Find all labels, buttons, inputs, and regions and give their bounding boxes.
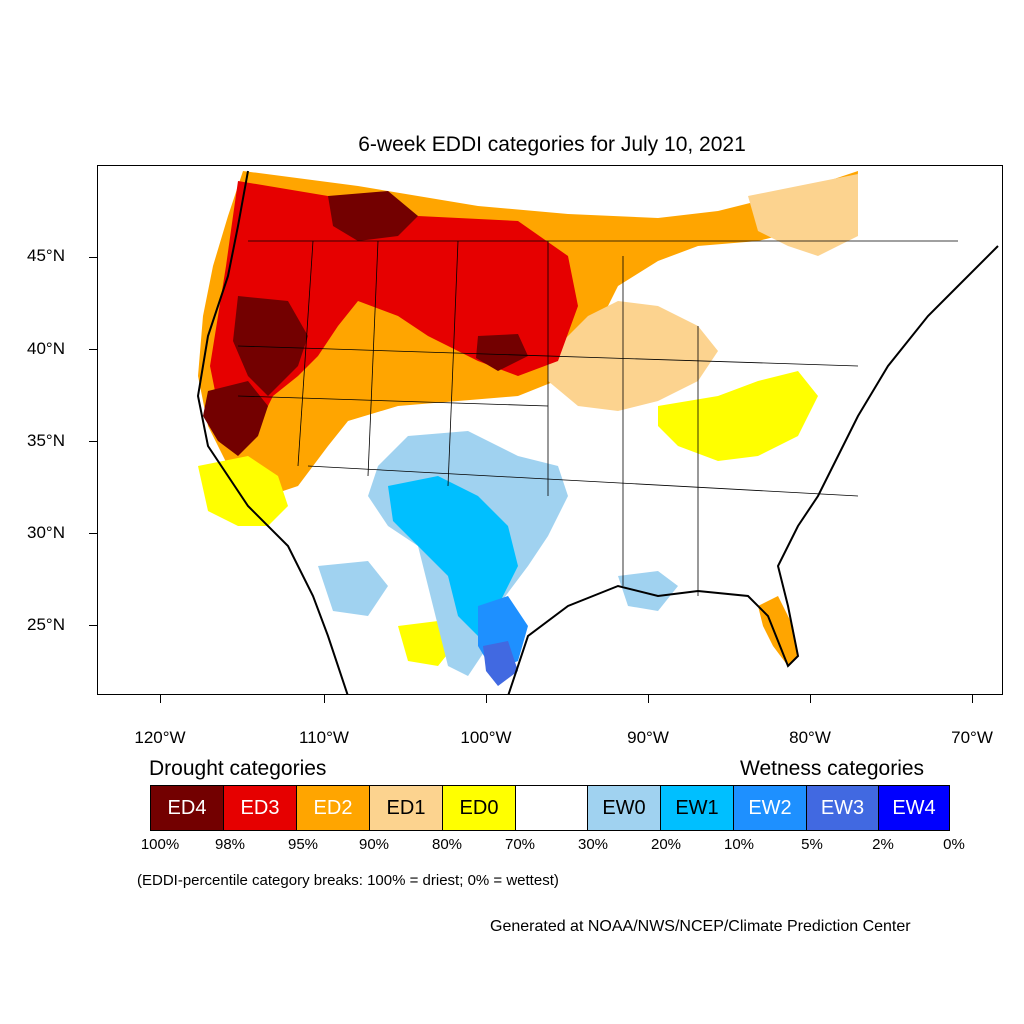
pct-break: 10% xyxy=(723,836,755,853)
eddi-map xyxy=(97,165,1003,695)
ew0-region-mexico-west xyxy=(318,561,388,616)
ed1-region-florida xyxy=(758,596,798,666)
lat-tick xyxy=(89,349,97,350)
legend-box-ew3: EW3 xyxy=(806,785,879,831)
legend-box-ed4: ED4 xyxy=(150,785,224,831)
ed1-region-northeast xyxy=(748,174,858,256)
ed4-region-dakota xyxy=(476,334,528,371)
lon-label-110: 110°W xyxy=(299,728,349,747)
legend-box-ew4: EW4 xyxy=(878,785,950,831)
lat-label-25: 25°N xyxy=(27,615,65,634)
ew1-region-texas xyxy=(388,476,518,636)
lat-tick xyxy=(89,257,97,258)
pct-break: 80% xyxy=(431,836,463,853)
pct-break: 0% xyxy=(943,836,965,853)
ed4-region-nevada xyxy=(203,381,268,456)
coastline xyxy=(196,170,349,694)
lon-label-120: 120°W xyxy=(134,728,186,747)
lat-label-30: 30°N xyxy=(27,523,65,542)
state-boundaries xyxy=(237,240,958,596)
lon-label-100: 100°W xyxy=(460,728,512,747)
lat-label-35: 35°N xyxy=(27,431,65,450)
legend-box-ew2: EW2 xyxy=(733,785,807,831)
lat-tick xyxy=(89,441,97,442)
ed4-region-oregon xyxy=(233,296,308,396)
legend-box-normal xyxy=(515,785,588,831)
lon-label-90: 90°W xyxy=(627,728,669,747)
wetness-heading: Wetness categories xyxy=(740,757,925,780)
legend-box-ed3: ED3 xyxy=(223,785,297,831)
lon-tick xyxy=(810,695,811,703)
pct-break: 95% xyxy=(287,836,319,853)
legend-box-ew0: EW0 xyxy=(587,785,661,831)
lon-tick xyxy=(160,695,161,703)
lon-tick xyxy=(486,695,487,703)
ed3-region-northwest xyxy=(210,181,578,446)
map-title: 6-week EDDI categories for July 10, 2021 xyxy=(358,133,746,156)
pct-break: 30% xyxy=(577,836,609,853)
lat-label-45: 45°N xyxy=(27,246,65,265)
ew3-region-texas-coast xyxy=(483,641,518,686)
pct-break: 5% xyxy=(801,836,823,853)
lon-label-70: 70°W xyxy=(951,728,993,747)
ed1-region-midwest xyxy=(548,301,718,411)
lon-tick xyxy=(324,695,325,703)
ed4-region-montana xyxy=(328,191,418,241)
pct-break: 90% xyxy=(358,836,390,853)
pct-break: 70% xyxy=(504,836,536,853)
pct-break: 2% xyxy=(872,836,894,853)
lon-label-80: 80°W xyxy=(789,728,831,747)
lat-label-40: 40°N xyxy=(27,339,65,358)
ed0-region-southwest xyxy=(198,456,288,526)
legend-box-ed2: ED2 xyxy=(296,785,370,831)
legend-box-ew1: EW1 xyxy=(660,785,734,831)
ew0-region-gulf xyxy=(618,571,678,611)
drought-heading: Drought categories xyxy=(149,757,327,780)
pct-break: 98% xyxy=(214,836,246,853)
map-canvas xyxy=(196,170,999,694)
lon-tick xyxy=(648,695,649,703)
lat-tick xyxy=(89,625,97,626)
lon-tick xyxy=(972,695,973,703)
lat-tick xyxy=(89,533,97,534)
legend-box-ed0: ED0 xyxy=(442,785,516,831)
pct-break: 100% xyxy=(140,836,180,853)
pct-break: 20% xyxy=(650,836,682,853)
category-note: (EDDI-percentile category breaks: 100% =… xyxy=(137,872,559,889)
legend-box-ed1: ED1 xyxy=(369,785,443,831)
gulf-coastline xyxy=(507,245,999,694)
credit-line: Generated at NOAA/NWS/NCEP/Climate Predi… xyxy=(490,918,911,935)
